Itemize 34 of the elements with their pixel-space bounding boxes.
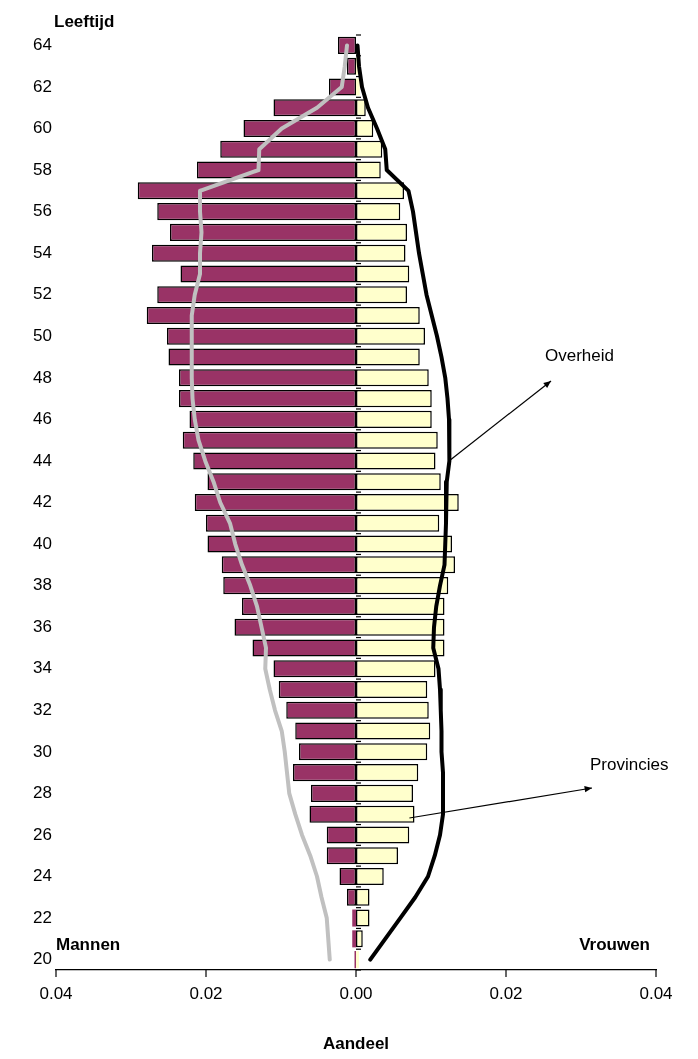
- y-tick-label: 56: [33, 201, 52, 221]
- y-tick-label: 20: [33, 949, 52, 969]
- y-tick-label: 54: [33, 242, 52, 262]
- x-tick-label: 0.04: [639, 983, 673, 1003]
- y-tick-label: 60: [33, 118, 52, 138]
- annotation: Vrouwen: [579, 935, 650, 954]
- y-tick-label: 34: [33, 658, 52, 678]
- x-axis-title: Aandeel: [322, 1034, 390, 1054]
- y-tick-label: 28: [33, 783, 52, 803]
- annotation: Overheid: [545, 345, 614, 365]
- y-tick-label: 26: [33, 824, 52, 844]
- y-tick-label: 38: [33, 575, 52, 595]
- y-tick-label: 22: [33, 907, 52, 927]
- y-tick-label: 64: [33, 35, 52, 55]
- x-tick-label: 0.04: [39, 983, 73, 1003]
- y-tick-label: 52: [33, 284, 52, 304]
- y-tick-label: 58: [33, 159, 52, 179]
- x-tick-label: 0.02: [189, 983, 223, 1003]
- x-tick-label: 0.02: [489, 983, 523, 1003]
- y-tick-label: 50: [33, 325, 52, 345]
- y-tick-label: 46: [33, 409, 52, 429]
- y-tick-label: 36: [33, 616, 52, 636]
- y-tick-label: 42: [33, 492, 52, 512]
- y-axis-title: Leeftijd: [54, 12, 115, 31]
- y-tick-label: 44: [33, 450, 52, 470]
- y-tick-label: 30: [33, 741, 52, 761]
- y-tick-label: 40: [33, 533, 52, 553]
- y-tick-label: 24: [33, 866, 52, 886]
- y-tick-label: 62: [33, 76, 52, 96]
- annotation: Mannen: [56, 935, 121, 954]
- annotation: Provincies: [590, 755, 669, 774]
- y-tick-label: 48: [33, 367, 52, 387]
- y-tick-label: 32: [33, 699, 52, 719]
- x-tick-label: 0.00: [339, 983, 373, 1003]
